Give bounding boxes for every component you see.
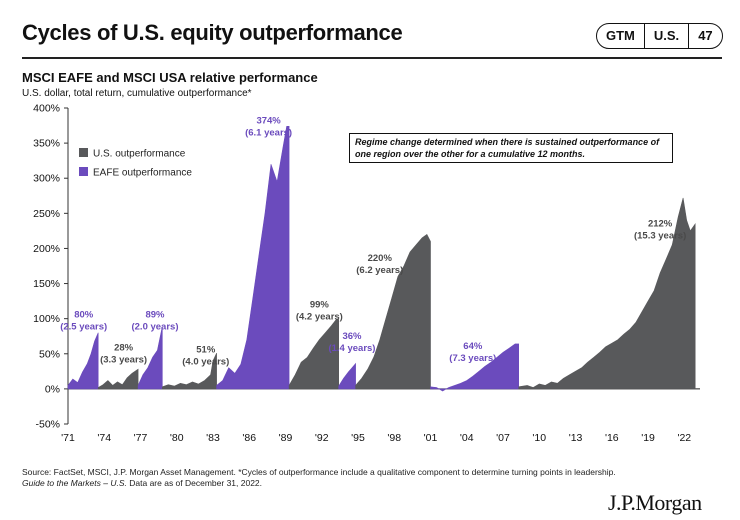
annotation-duration: (6.2 years) [356,265,403,276]
annotation-duration: (3.3 years) [100,354,147,365]
x-tick-label: '83 [206,432,220,444]
x-tick-label: '77 [134,432,148,444]
y-tick-label: 300% [33,173,60,185]
y-tick-label: 150% [33,278,60,290]
annotation-value: 64% [463,341,483,352]
y-tick-label: 0% [45,383,60,395]
x-tick-label: '16 [605,432,619,444]
x-tick-label: '19 [641,432,655,444]
x-tick-label: '04 [460,432,474,444]
y-tick-label: 100% [33,313,60,325]
annotation-duration: (4.0 years) [182,356,229,367]
regime-change-callout: Regime change determined when there is s… [349,133,673,163]
chart-title: MSCI EAFE and MSCI USA relative performa… [22,70,318,85]
data-date: Data are as of December 31, 2022. [126,477,263,488]
x-tick-label: '89 [279,432,293,444]
annotation-value: 51% [196,344,216,355]
legend-label: EAFE outperformance [93,168,192,179]
annotation-duration: (2.0 years) [131,321,178,332]
x-tick-label: '22 [677,432,691,444]
annotation-duration: (6.1 years) [245,127,292,138]
x-tick-label: '95 [351,432,365,444]
y-tick-label: 350% [33,138,60,150]
us-outperformance-area [288,319,339,390]
y-tick-label: 200% [33,243,60,255]
page-title: Cycles of U.S. equity outperformance [22,20,403,45]
y-tick-label: 400% [33,103,60,115]
x-tick-label: '07 [496,432,510,444]
us-outperformance-area [355,233,431,390]
guide-title: Guide to the Markets – U.S. [22,477,127,488]
x-tick-label: '10 [532,432,546,444]
annotation-value: 36% [342,331,362,342]
eafe-outperformance-area [430,343,519,392]
eafe-outperformance-area [216,126,290,390]
annotation-value: 212% [648,219,673,230]
y-tick-label: 50% [39,348,60,360]
x-tick-label: '80 [170,432,184,444]
legend-label: U.S. outperformance [93,149,186,160]
us-outperformance-area [162,374,211,390]
badge-region: U.S. [643,24,688,48]
chart-subtitle: U.S. dollar, total return, cumulative ou… [22,88,252,99]
annotation-duration: (4.2 years) [296,311,343,322]
badge-page-number: 47 [688,24,721,48]
source-footnote: Source: FactSet, MSCI, J.P. Morgan Asset… [22,467,622,488]
annotation-value: 89% [145,309,165,320]
x-tick-label: '71 [61,432,75,444]
x-tick-label: '74 [97,432,111,444]
eafe-outperformance-area [137,326,163,390]
annotation-value: 80% [74,309,94,320]
annotation-duration: (1.4 years) [328,343,375,354]
jpmorgan-logo: J.P.Morgan [608,490,702,515]
x-tick-label: '13 [569,432,583,444]
us-outperformance-area [210,352,217,390]
x-tick-label: '01 [424,432,438,444]
us-outperformance-area [518,197,696,390]
annotation-duration: (2.5 years) [60,321,107,332]
annotation-value: 99% [310,299,330,310]
annotation-value: 374% [256,115,281,126]
annotation-value: 28% [114,342,134,353]
guide-badge: GTM U.S. 47 [596,23,723,49]
guide-date-note: Guide to the Markets – U.S. Data are as … [22,478,622,489]
legend-swatch [79,167,88,176]
eafe-outperformance-area [67,332,99,390]
title-divider [22,57,722,59]
source-text: Source: FactSet, MSCI, J.P. Morgan Asset… [22,467,616,477]
badge-gtm: GTM [606,28,635,43]
x-tick-label: '92 [315,432,329,444]
y-tick-label: 250% [33,208,60,220]
us-outperformance-area [97,368,139,390]
legend-swatch [79,148,88,157]
eafe-outperformance-area [338,362,356,390]
annotation-value: 220% [368,253,393,264]
x-tick-label: '86 [242,432,256,444]
y-tick-label: -50% [35,419,60,431]
x-tick-label: '98 [387,432,401,444]
annotation-duration: (7.3 years) [449,353,496,364]
annotation-duration: (15.3 years) [634,231,686,242]
